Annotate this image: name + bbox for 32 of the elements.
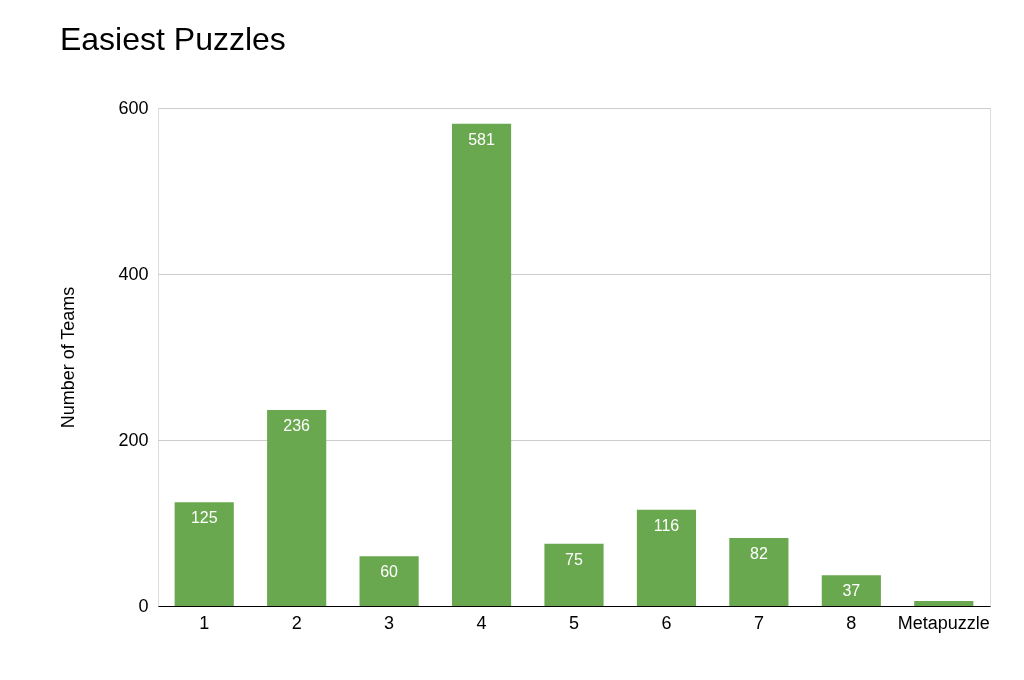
data-label: 116 [653,516,680,534]
x-tick-label: Metapuzzle [897,612,990,633]
bar [451,123,512,606]
bar [636,509,697,606]
data-label: 125 [190,509,218,527]
x-tick-label: 6 [661,612,672,633]
data-label: 236 [283,417,311,435]
data-label: 75 [565,550,583,568]
x-tick-label: 7 [753,612,764,633]
bar [267,410,327,606]
data-label: 581 [468,130,495,148]
x-tick-label: 2 [291,612,302,633]
bar [729,537,789,606]
bar [914,601,974,606]
y-tick-label: 200 [118,429,149,450]
y-tick-label: 400 [118,263,149,284]
bar [174,502,234,606]
data-label: 82 [749,544,768,562]
x-tick-label: 1 [199,612,210,633]
y-tick-label: 600 [118,97,149,118]
y-tick-label: 0 [138,595,149,616]
bar [544,543,604,606]
x-tick-label: 3 [384,612,395,633]
x-tick-label: 4 [476,612,487,633]
bar [821,575,881,606]
x-tick-label: 8 [846,612,857,633]
data-label: 60 [380,563,399,581]
chart-title: Easiest Puzzles [59,21,286,57]
data-label: 37 [842,582,861,600]
y-axis-title: Number of Teams [58,286,79,429]
bar [359,556,419,606]
x-tick-label: 5 [568,612,580,633]
